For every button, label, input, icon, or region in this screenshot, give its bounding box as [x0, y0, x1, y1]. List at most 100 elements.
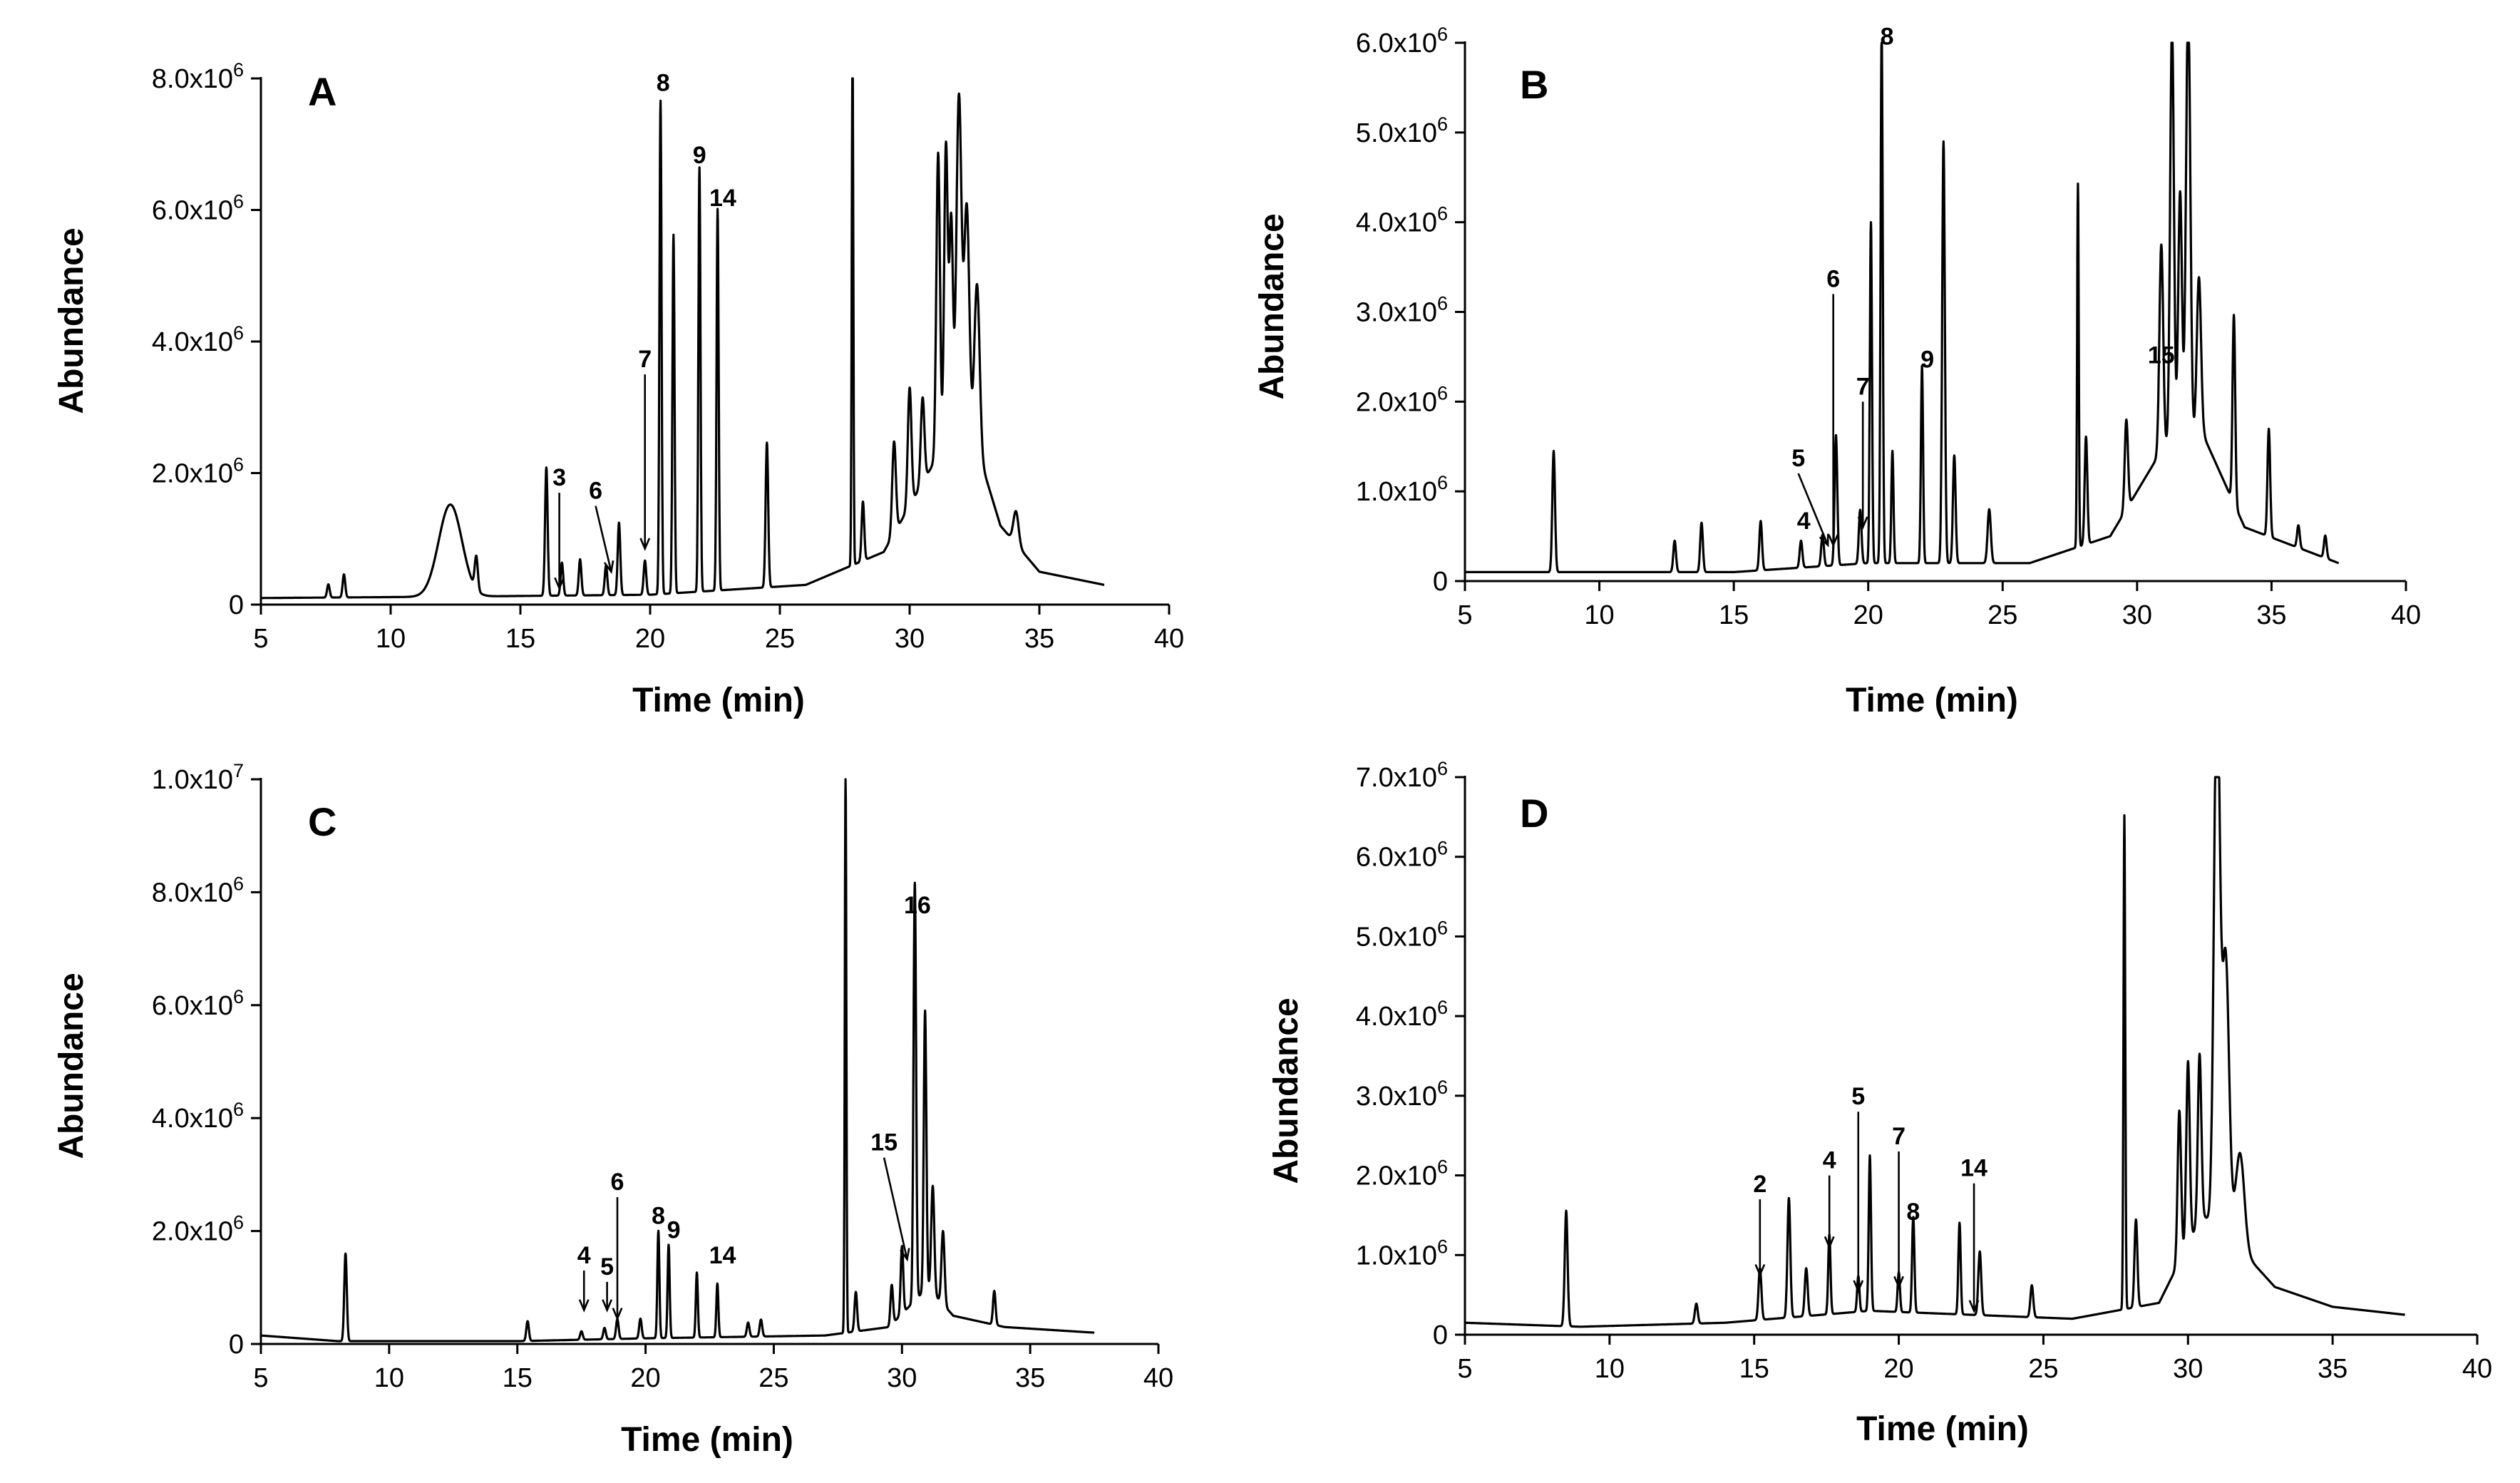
- x-tick-label: 30: [2122, 600, 2152, 630]
- peak-label: 7: [638, 346, 652, 373]
- peak-label: 6: [589, 478, 602, 505]
- x-tick-label: 5: [1457, 1354, 1472, 1384]
- x-tick-label: 25: [765, 624, 795, 654]
- x-tick-label: 35: [1024, 624, 1054, 654]
- y-tick-label: 6.0x106: [1356, 24, 1448, 58]
- peak-label: 9: [1920, 347, 1934, 374]
- peak-label: 5: [1791, 445, 1805, 472]
- panel-letter: C: [308, 799, 336, 844]
- chromatogram-trace: [1464, 41, 2340, 573]
- y-axis-title: Abundance: [53, 973, 91, 1159]
- y-tick-label: 4.0x106: [152, 1099, 244, 1134]
- x-tick-label: 5: [253, 624, 268, 654]
- x-tick-label: 15: [1739, 1354, 1769, 1384]
- peak-label: 4: [1797, 508, 1811, 535]
- peak-label: 8: [1881, 24, 1894, 51]
- y-tick-label: 2.0x106: [152, 1212, 244, 1247]
- x-tick-label: 40: [1143, 1363, 1173, 1393]
- peak-label: 3: [552, 464, 566, 491]
- x-tick-label: 20: [1853, 600, 1883, 630]
- y-tick-label: 4.0x106: [152, 322, 244, 357]
- peak-arrowhead: [1824, 1236, 1835, 1250]
- peak-arrowhead: [1828, 534, 1839, 548]
- y-tick-label: 8.0x106: [152, 59, 244, 94]
- x-tick-label: 10: [374, 1363, 404, 1393]
- peak-arrowhead: [1853, 1280, 1864, 1293]
- x-tick-label: 10: [1584, 600, 1614, 630]
- chromatogram-trace: [259, 778, 1096, 1343]
- peak-arrowhead: [554, 577, 565, 591]
- peak-arrowhead: [639, 538, 651, 551]
- y-tick-label: 2.0x106: [1356, 382, 1448, 417]
- peak-label: 14: [709, 1242, 736, 1269]
- y-tick-label: 1.0x106: [1356, 1236, 1448, 1271]
- y-tick-label: 8.0x106: [152, 873, 244, 908]
- peak-label: 4: [1823, 1147, 1836, 1174]
- peak-label: 9: [667, 1216, 681, 1243]
- y-tick-label: 1.0x107: [152, 760, 244, 795]
- peak-label: 8: [1906, 1199, 1920, 1226]
- x-axis-title: Time (min): [632, 682, 805, 719]
- x-tick-label: 20: [630, 1363, 660, 1393]
- peak-arrow: [595, 506, 612, 573]
- peak-arrowhead: [1893, 1276, 1904, 1290]
- x-tick-label: 5: [253, 1363, 268, 1393]
- x-tick-label: 30: [2173, 1354, 2203, 1384]
- x-tick-label: 5: [1457, 600, 1472, 630]
- y-tick-label: 7.0x106: [1356, 758, 1448, 793]
- panel-b: B Abundance Time (min) 5 10 15 20 25 30 35 40 0 1…: [1253, 24, 2421, 719]
- x-tick-label: 40: [2462, 1354, 2492, 1384]
- x-tick-label: 10: [376, 624, 406, 654]
- x-tick-label: 35: [1015, 1363, 1045, 1393]
- x-axis-title: Time (min): [1846, 682, 2018, 719]
- plot-area: 5 10 15 20 25 30 35 4001.0x1062.0x1063.0x1064.0…: [1356, 24, 2421, 630]
- x-tick-label: 20: [635, 624, 665, 654]
- panel-d: D Abundance Time (min) 5 10 15 20 25 30 35 4001…: [1267, 758, 2492, 1448]
- y-tick-label: 2.0x106: [1356, 1156, 1448, 1191]
- x-tick-label: 35: [2256, 600, 2286, 630]
- y-tick-label: 2.0x106: [152, 454, 244, 489]
- y-tick-label: 3.0x106: [1356, 293, 1448, 328]
- plot-area: 5 10 15 20 25 30 35 40 0 2.0x106 4.0x106 6.0x106 8.0…: [152, 59, 1184, 654]
- x-axis-title: Time (min): [1856, 1410, 2029, 1448]
- peak-label: 8: [652, 1203, 665, 1230]
- peak-arrowhead: [1819, 533, 1829, 548]
- y-axis-title: Abundance: [1253, 213, 1291, 399]
- peak-label: 2: [1753, 1171, 1766, 1198]
- peak-arrowhead: [603, 560, 614, 575]
- peak-label: 14: [1960, 1155, 1987, 1182]
- plot-area: 5 10 15 20 25 30 35 40 0 2.0x106 4.0x106 6.0x106 8.0…: [152, 760, 1173, 1393]
- peak-label: 5: [1851, 1083, 1865, 1110]
- x-tick-label: 20: [1883, 1354, 1913, 1384]
- panel-c: C Abundance Time (min) 5 10 15 20 25 30 35 40 0 2…: [53, 760, 1173, 1459]
- y-axis-title: Abundance: [53, 227, 91, 414]
- x-tick-label: 15: [1719, 600, 1749, 630]
- x-tick-label: 30: [895, 624, 925, 654]
- panel-a: A Abundance Time (min) 5 10 15 20 25 30 35 40 0 2…: [53, 59, 1184, 719]
- y-tick-label: 6.0x106: [152, 191, 244, 226]
- x-tick-label: 15: [503, 1363, 533, 1393]
- peak-label: 6: [611, 1169, 624, 1196]
- peak-label: 15: [2148, 342, 2175, 369]
- chromatogram-trace: [259, 77, 1106, 600]
- peak-arrowhead: [1754, 1263, 1766, 1278]
- peak-label: 7: [1892, 1123, 1906, 1150]
- peak-label: 5: [600, 1253, 614, 1281]
- peak-label: 16: [904, 892, 931, 919]
- peak-arrowhead: [612, 1308, 623, 1321]
- panel-letter: A: [308, 69, 336, 114]
- panel-letter: B: [1520, 62, 1548, 107]
- peak-arrowhead: [602, 1299, 613, 1313]
- y-tick-label: 0: [1433, 1320, 1448, 1350]
- peak-label: 8: [657, 70, 670, 97]
- y-tick-label: 0: [229, 590, 244, 620]
- y-tick-label: 6.0x106: [152, 986, 244, 1021]
- plot-area: 5 10 15 20 25 30 35 4001.0x1062.0x1063.0x1064.0…: [1356, 758, 2492, 1384]
- panel-letter: D: [1520, 791, 1548, 836]
- y-tick-label: 3.0x106: [1356, 1077, 1448, 1112]
- y-tick-label: 4.0x106: [1356, 997, 1448, 1032]
- x-tick-label: 40: [1154, 624, 1184, 654]
- peak-arrowhead: [1857, 516, 1868, 530]
- x-tick-label: 35: [2318, 1354, 2347, 1384]
